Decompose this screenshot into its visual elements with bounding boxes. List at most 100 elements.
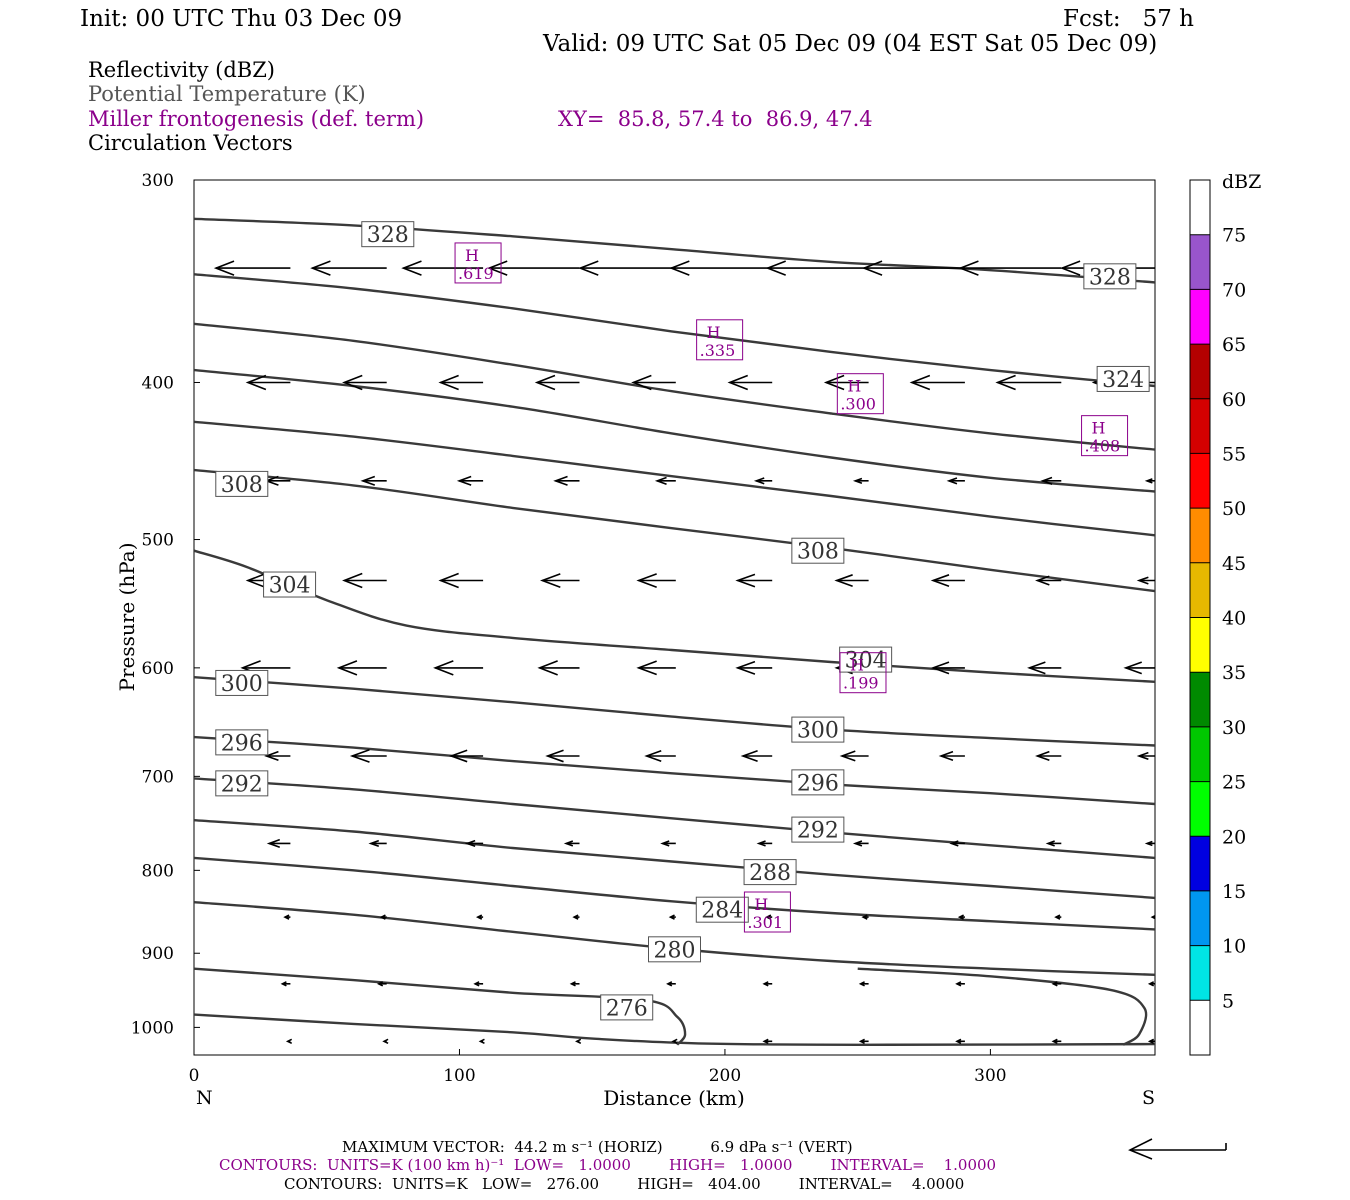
x-end-label-south: S xyxy=(1142,1087,1155,1109)
vector-head xyxy=(349,748,370,763)
circulation-vector xyxy=(858,981,869,987)
colorbar-bin xyxy=(1190,890,1210,946)
init-time: Init: 00 UTC Thu 03 Dec 09 xyxy=(80,6,403,32)
vector-head xyxy=(1035,575,1050,586)
colorbar-bin xyxy=(1190,398,1210,454)
circulation-vector xyxy=(995,374,1062,391)
isentrope-276 xyxy=(857,967,1148,1046)
isentrope-324 xyxy=(194,273,1155,388)
circulation-vector xyxy=(401,260,484,276)
circulation-vector xyxy=(376,981,387,987)
circulation-vector xyxy=(1051,1038,1062,1045)
circulation-vector xyxy=(762,981,773,987)
vector-head xyxy=(765,260,786,276)
circulation-vector xyxy=(553,475,580,486)
y-tick-label-300: 300 xyxy=(142,171,174,191)
vector-head xyxy=(740,749,758,762)
vector-head xyxy=(1054,914,1061,920)
colorbar-bin xyxy=(1190,344,1210,399)
fronto-max-marker: H.408 xyxy=(1081,415,1129,457)
circulation-vector xyxy=(349,748,387,763)
vector-head xyxy=(1144,840,1153,847)
vector-head xyxy=(1045,840,1055,847)
circulation-vector xyxy=(669,260,773,276)
isentrope-label-layer: 3283283243083083043043003002962962922922… xyxy=(215,221,1150,1021)
vector-head xyxy=(245,374,267,391)
vector-head xyxy=(735,573,756,588)
max-vector-info: MAXIMUM VECTOR: 44.2 m s⁻¹ (HORIZ) 6.9 d… xyxy=(342,1138,853,1156)
vector-head xyxy=(644,749,662,762)
vector-head xyxy=(553,475,568,486)
vector-head xyxy=(382,1038,389,1045)
isentrope-300 xyxy=(194,676,1155,747)
fronto-max-label: H xyxy=(847,377,861,396)
vector-head xyxy=(578,260,599,276)
dbz-colorbar: 5 10 15 20 25 30 35 40 45 50 55 60 65 70 75 xyxy=(1189,179,1246,1056)
colorbar-label-10: 10 xyxy=(1222,936,1246,958)
circulation-vector xyxy=(839,750,869,762)
vector-head xyxy=(955,1038,962,1045)
vector-head xyxy=(285,1038,293,1045)
vector-head xyxy=(858,1038,865,1045)
isentrope-label-284: 284 xyxy=(701,899,743,924)
circulation-vector xyxy=(668,914,676,920)
vector-head xyxy=(310,260,331,276)
fronto-max-value: .199 xyxy=(843,674,879,693)
isentrope-label-276: 276 xyxy=(606,996,648,1021)
vector-head xyxy=(342,572,363,589)
fronto-max-label: H xyxy=(465,246,479,265)
vector-head xyxy=(438,572,459,589)
circulation-vector xyxy=(1144,840,1155,847)
colorbar-unit: dBZ xyxy=(1222,171,1261,193)
circulation-vector xyxy=(660,840,676,847)
circulation-vector xyxy=(949,840,965,847)
fronto-max-box xyxy=(743,891,791,933)
circulation-vector xyxy=(756,840,773,847)
colorbar-label-15: 15 xyxy=(1222,881,1246,903)
colorbar-bin xyxy=(1190,781,1210,837)
x-tick-label-0: 0 xyxy=(189,1066,200,1086)
cross-section-endpoints: XY= 85.8, 57.4 to 86.9, 47.4 xyxy=(558,107,873,131)
colorbar-label-30: 30 xyxy=(1222,717,1246,739)
isentrope-label-box-284 xyxy=(695,896,749,923)
circulation-vector xyxy=(213,260,291,276)
y-tick-label-600: 600 xyxy=(142,659,174,679)
isentrope-label-324: 324 xyxy=(1102,368,1144,393)
colorbar-label-70: 70 xyxy=(1222,279,1246,301)
y-tick-label-500: 500 xyxy=(142,531,174,551)
vector-head xyxy=(957,914,964,920)
circulation-vector xyxy=(438,572,484,589)
circulation-vector xyxy=(852,477,869,484)
vector-head xyxy=(909,374,931,391)
vector-head xyxy=(283,914,290,920)
colorbar-label-20: 20 xyxy=(1222,826,1246,848)
circulation-vector xyxy=(930,661,965,675)
field-circulation: Circulation Vectors xyxy=(88,131,293,155)
vector-head xyxy=(376,981,384,987)
vector-head xyxy=(727,374,749,391)
vector-head xyxy=(545,749,564,763)
circulation-vector xyxy=(765,260,869,276)
vector-head xyxy=(654,476,667,485)
isentrope-276 xyxy=(194,967,687,1046)
vector-head xyxy=(930,661,950,675)
vector-head xyxy=(245,572,267,589)
circulation-vector xyxy=(245,374,291,391)
fronto-max-value: .335 xyxy=(700,341,736,360)
circulation-vector xyxy=(762,1038,773,1045)
vector-head xyxy=(1147,1038,1155,1045)
fronto-max-value: .301 xyxy=(747,913,783,932)
circulation-vector xyxy=(1136,751,1155,761)
fronto-max-marker: H.335 xyxy=(696,319,744,361)
vector-head xyxy=(823,374,845,391)
vector-head xyxy=(636,660,657,676)
isentrope-label-box-300 xyxy=(215,669,269,696)
isentrope-312 xyxy=(194,420,1155,537)
fronto-max-value: .619 xyxy=(458,264,494,283)
vector-head xyxy=(762,1038,769,1045)
vector-head xyxy=(852,477,863,484)
vector-head xyxy=(858,981,865,987)
circulation-vector xyxy=(735,573,773,588)
colorbar-label-50: 50 xyxy=(1222,498,1246,520)
circulation-vector xyxy=(946,477,965,485)
